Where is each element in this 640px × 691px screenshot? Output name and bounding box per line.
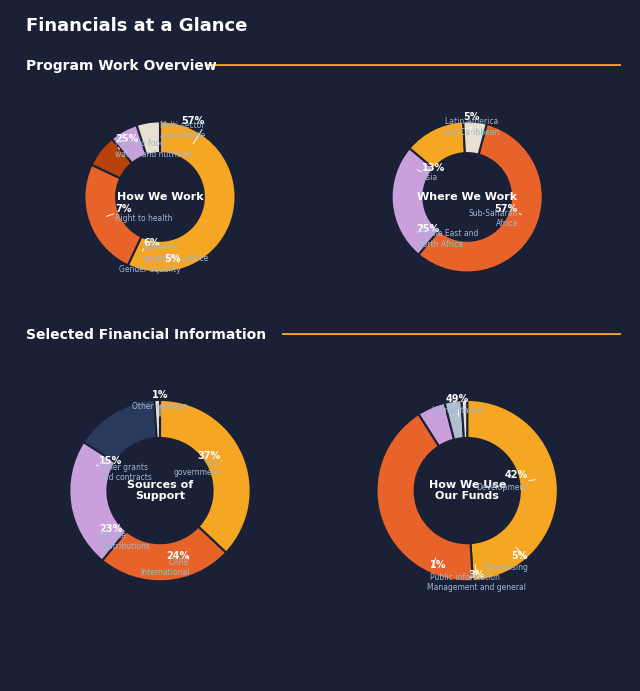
Wedge shape bbox=[419, 403, 454, 446]
Text: 24%: 24% bbox=[166, 551, 189, 560]
Wedge shape bbox=[102, 527, 226, 581]
Text: 7%: 7% bbox=[115, 204, 132, 214]
Wedge shape bbox=[419, 124, 543, 272]
Text: 5%: 5% bbox=[511, 551, 528, 560]
Wedge shape bbox=[445, 400, 464, 439]
Wedge shape bbox=[160, 400, 251, 553]
Text: Right to health: Right to health bbox=[115, 214, 173, 223]
Text: Public information: Public information bbox=[430, 573, 500, 582]
Text: 6%: 6% bbox=[143, 238, 160, 248]
Wedge shape bbox=[154, 400, 160, 438]
Text: Sources of
Support: Sources of Support bbox=[127, 480, 193, 502]
Text: 23%: 23% bbox=[99, 524, 122, 534]
Text: U.S.
government: U.S. government bbox=[174, 458, 221, 477]
Text: Development: Development bbox=[477, 483, 528, 492]
Wedge shape bbox=[84, 164, 141, 265]
Text: How We Use
Our Funds: How We Use Our Funds bbox=[429, 480, 506, 502]
Text: 1%: 1% bbox=[152, 390, 168, 400]
Wedge shape bbox=[461, 400, 467, 438]
Wedge shape bbox=[463, 122, 487, 155]
Text: Other revenue: Other revenue bbox=[132, 402, 188, 411]
Text: Where We Work: Where We Work bbox=[417, 192, 517, 202]
Text: Multi-sector
and climate: Multi-sector and climate bbox=[159, 121, 205, 140]
Text: Humanitarian: Humanitarian bbox=[431, 406, 484, 415]
Text: Sub-Saharan
Africa: Sub-Saharan Africa bbox=[468, 209, 518, 228]
Text: 5%: 5% bbox=[164, 254, 180, 265]
Text: Management and general: Management and general bbox=[428, 583, 527, 591]
Text: 5%: 5% bbox=[463, 113, 479, 122]
Text: CARE
International: CARE International bbox=[140, 558, 189, 577]
Text: 57%: 57% bbox=[182, 115, 205, 126]
Text: Private
contributions: Private contributions bbox=[99, 531, 150, 551]
Text: Right to food,
water, and nutrition: Right to food, water, and nutrition bbox=[115, 140, 192, 159]
Text: Asia: Asia bbox=[422, 173, 438, 182]
Text: Financials at a Glance: Financials at a Glance bbox=[26, 17, 247, 35]
Text: 1%: 1% bbox=[430, 560, 447, 571]
Text: Program Work Overview: Program Work Overview bbox=[26, 59, 216, 73]
Wedge shape bbox=[128, 122, 236, 272]
Text: Other grants
and contracts: Other grants and contracts bbox=[99, 463, 152, 482]
Wedge shape bbox=[137, 122, 160, 155]
Text: Selected Financial Information: Selected Financial Information bbox=[26, 328, 266, 342]
Text: 13%: 13% bbox=[422, 163, 445, 173]
Text: Latin America
and Caribbean: Latin America and Caribbean bbox=[443, 117, 499, 137]
Wedge shape bbox=[467, 400, 558, 581]
Text: 42%: 42% bbox=[505, 471, 528, 480]
Text: How We Work: How We Work bbox=[116, 192, 204, 202]
Text: Middle East and
North Africa: Middle East and North Africa bbox=[417, 229, 478, 249]
Text: 37%: 37% bbox=[198, 451, 221, 461]
Wedge shape bbox=[92, 139, 132, 178]
Wedge shape bbox=[410, 122, 465, 169]
Text: Fundraising: Fundraising bbox=[483, 563, 528, 572]
Text: Gender equality: Gender equality bbox=[118, 265, 180, 274]
Text: 25%: 25% bbox=[417, 224, 440, 234]
Wedge shape bbox=[83, 400, 157, 462]
Text: Women's
economic justice: Women's economic justice bbox=[143, 243, 208, 263]
Wedge shape bbox=[376, 414, 473, 581]
Text: 3%: 3% bbox=[468, 570, 485, 580]
Wedge shape bbox=[392, 148, 439, 255]
Text: 25%: 25% bbox=[115, 134, 138, 144]
Wedge shape bbox=[69, 442, 127, 560]
Text: 49%: 49% bbox=[446, 394, 469, 404]
Text: 15%: 15% bbox=[99, 455, 122, 466]
Text: 57%: 57% bbox=[495, 204, 518, 214]
Wedge shape bbox=[112, 125, 147, 163]
